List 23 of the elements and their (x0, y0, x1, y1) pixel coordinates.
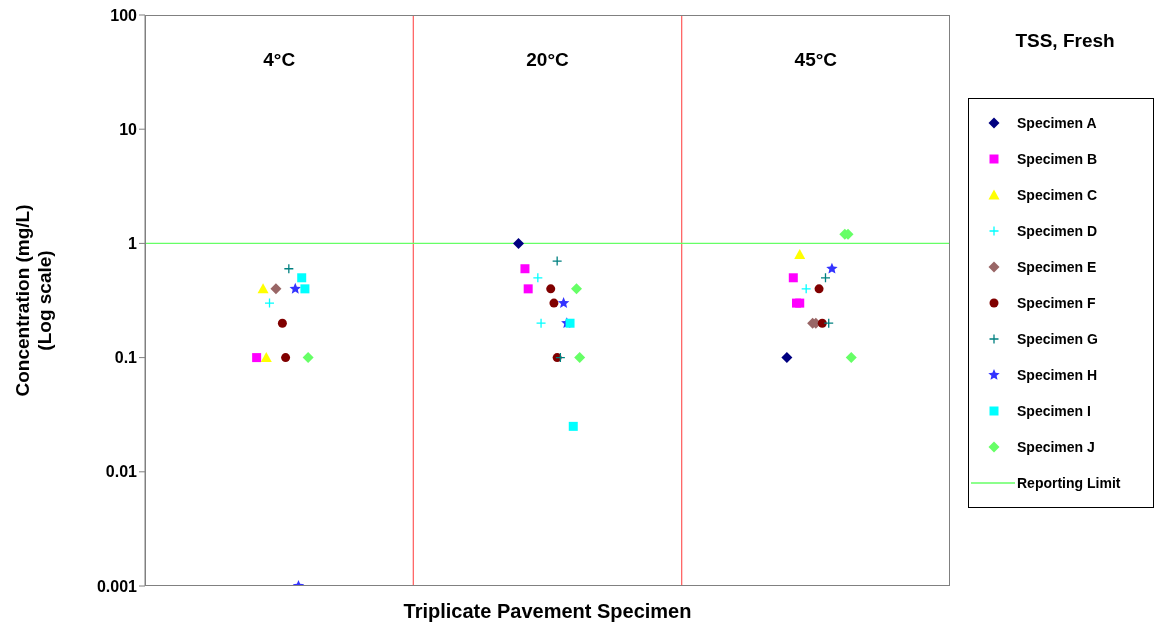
legend-label: Specimen B (1017, 151, 1098, 167)
y-axis-title: Concentration (mg/L) (Log scale) (12, 204, 55, 397)
y-tick-label: 0.01 (105, 463, 138, 481)
y-tick-label: 100 (110, 6, 138, 24)
x-tick-label: 4°C (262, 49, 297, 71)
legend-label: Specimen H (1017, 367, 1098, 383)
legend-label: Specimen G (1017, 331, 1098, 347)
legend-label: Specimen C (1017, 187, 1098, 203)
legend-label: Specimen E (1017, 259, 1097, 275)
text: TSS, Fresh (1014, 30, 1116, 52)
y-tick-label: 1 (128, 235, 138, 253)
legend-label: Specimen I (1017, 403, 1091, 419)
x-tick-label: 20°C (525, 49, 570, 71)
legend-label: Specimen J (1017, 439, 1095, 455)
legend-label: Specimen D (1017, 223, 1098, 239)
x-axis-title: Triplicate Pavement Specimen (402, 600, 693, 623)
legend-label: Reporting Limit (1017, 475, 1121, 491)
y-tick-label: 10 (119, 120, 138, 138)
legend-label: Specimen F (1017, 295, 1096, 311)
y-tick-label: 0.1 (114, 349, 138, 367)
legend-label: Specimen A (1017, 115, 1097, 131)
x-tick-label: 45°C (793, 49, 839, 71)
y-tick-label: 0.001 (96, 577, 138, 595)
